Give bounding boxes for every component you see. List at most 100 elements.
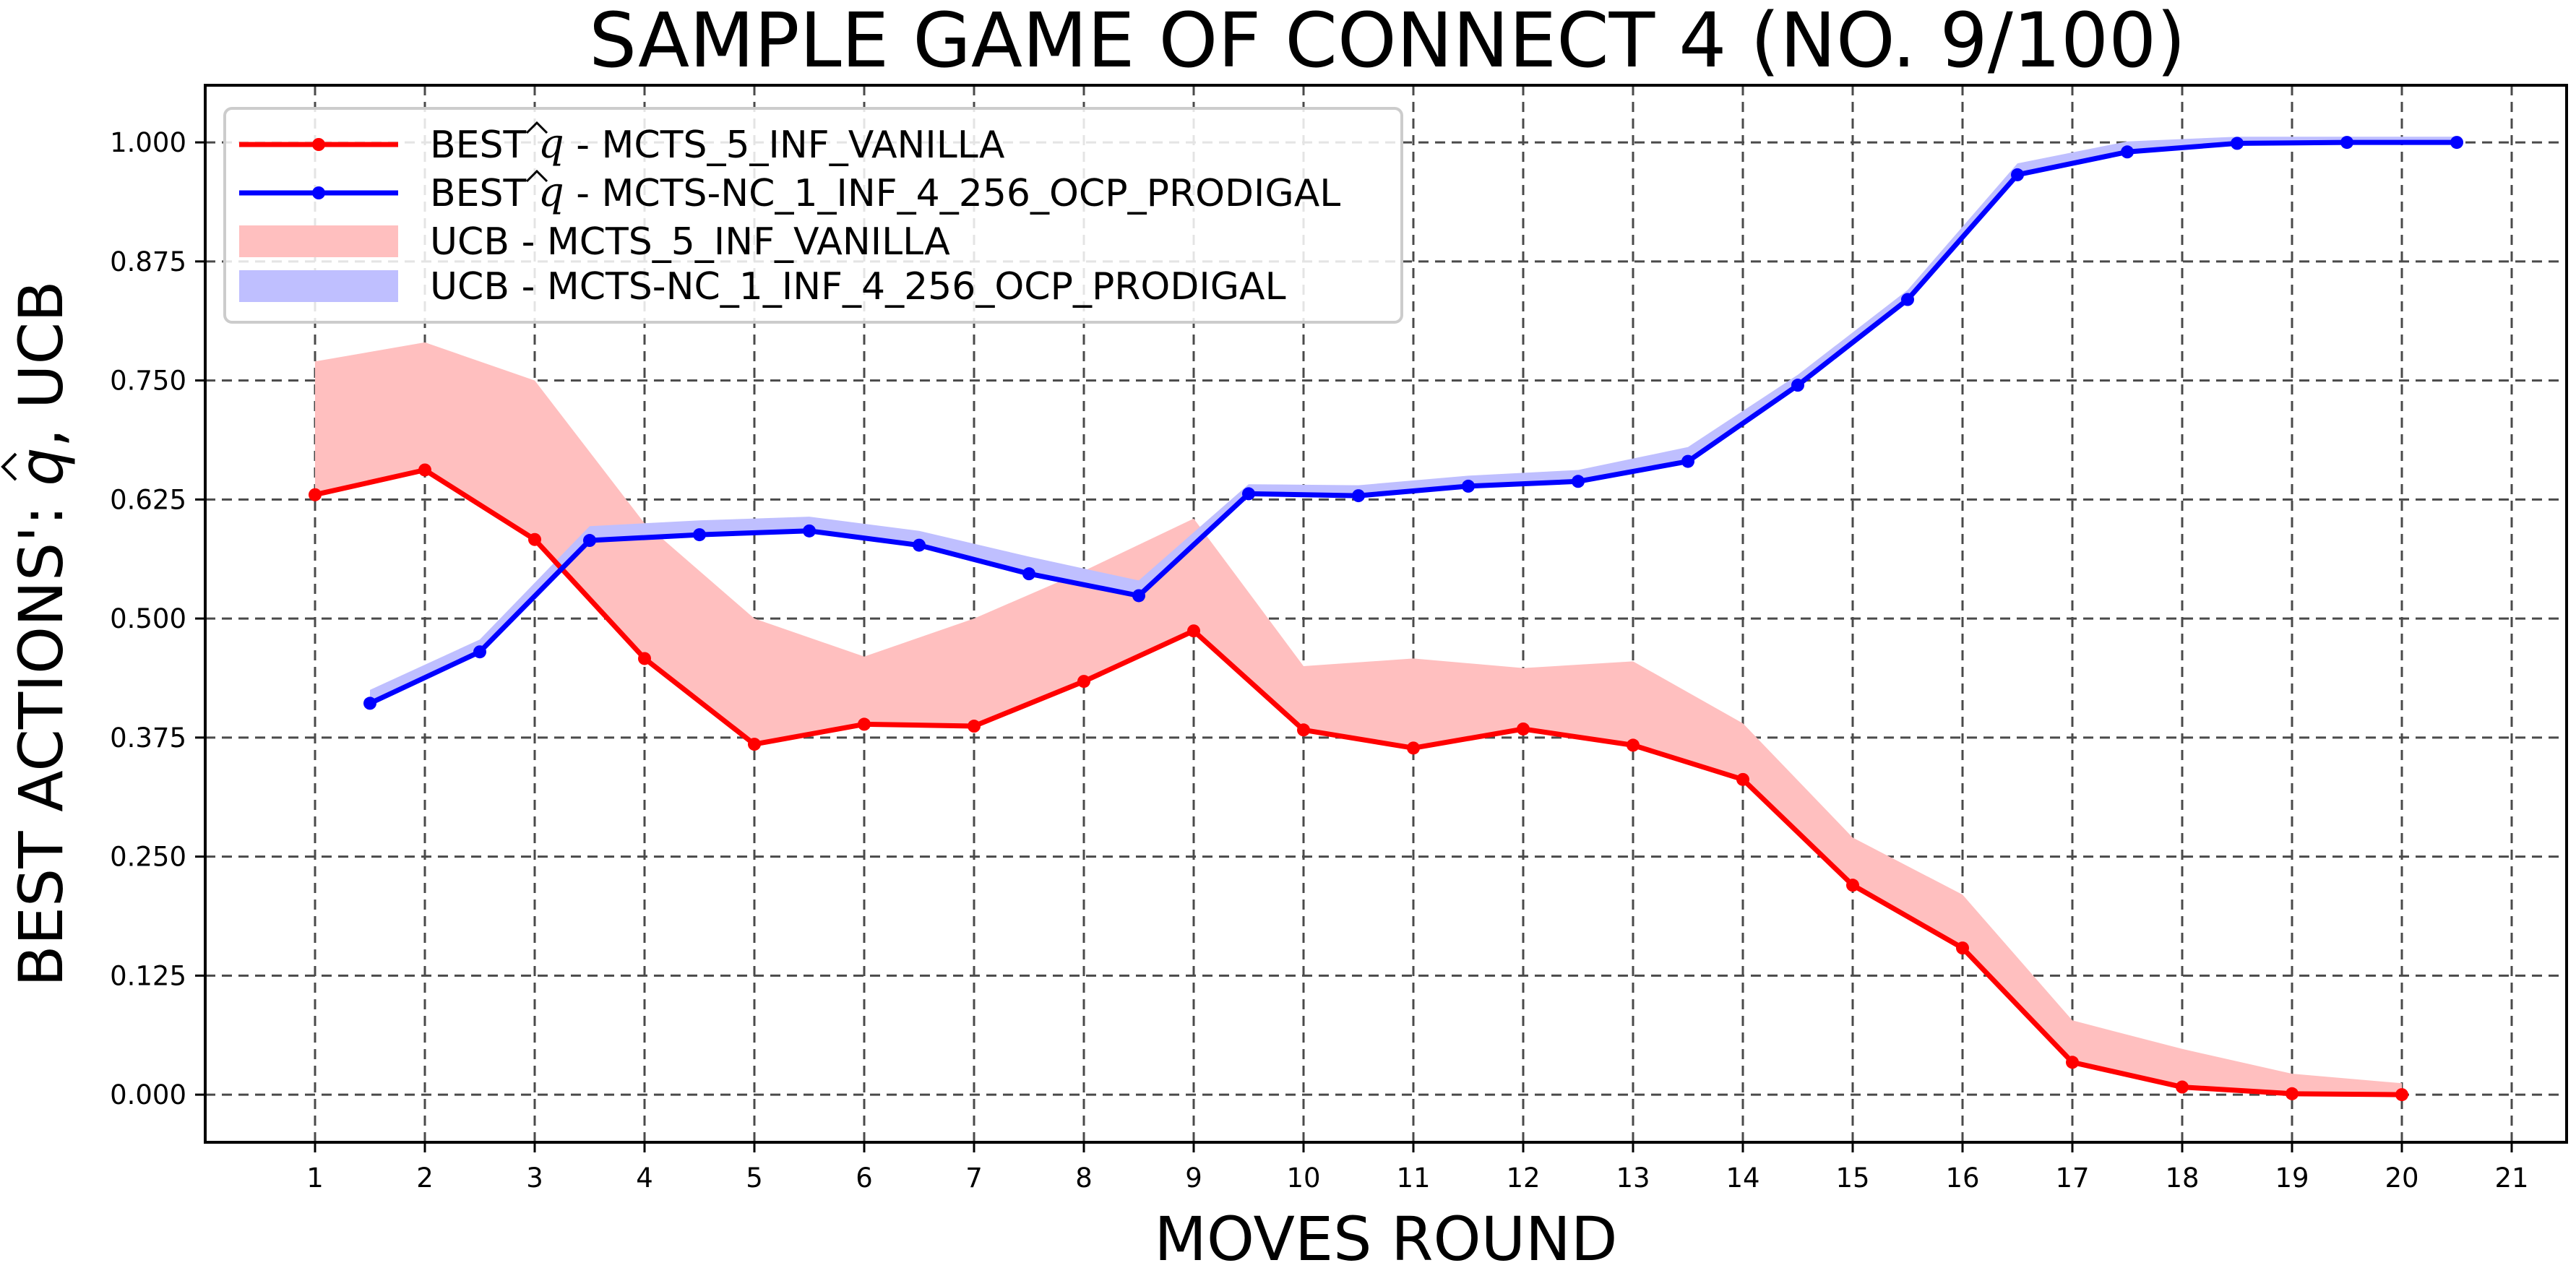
series-line-2 [369, 139, 2457, 706]
legend-hat-glyph [525, 169, 548, 183]
data-point [2121, 145, 2134, 159]
x-tick-label: 13 [1616, 1163, 1650, 1194]
data-point [693, 528, 706, 542]
data-point [1901, 293, 1914, 306]
x-tick-label: 6 [856, 1163, 873, 1194]
x-tick-label: 3 [526, 1163, 543, 1194]
data-point [803, 524, 816, 538]
x-tick-label: 20 [2385, 1163, 2418, 1194]
x-tick-label: 9 [1185, 1163, 1202, 1194]
y-tick-label: 0.625 [110, 484, 186, 515]
x-tick-label: 15 [1835, 1163, 1869, 1194]
data-point [913, 538, 926, 552]
data-point [748, 738, 761, 751]
x-tick-label: 21 [2494, 1163, 2528, 1194]
y-axis-label-suffix: , UCB [6, 280, 77, 447]
data-point [1022, 567, 1035, 581]
legend-hat-glyph [525, 121, 548, 134]
data-point [528, 532, 541, 546]
x-tick-label: 8 [1075, 1163, 1093, 1194]
y-axis-label: BEST ACTIONS': q, UCB [1, 280, 77, 987]
x-tick-label: 4 [636, 1163, 653, 1194]
legend-label: BEST q - MCTS_5_INF_VANILLA [430, 121, 1005, 168]
y-axis-ticks: 0.000 0.125 0.250 0.375 0.500 0.625 0.750 0.875… [110, 127, 205, 1110]
data-point [418, 463, 431, 477]
x-tick-label: 12 [1506, 1163, 1540, 1194]
data-point [968, 720, 981, 733]
series-line-1 [314, 467, 2403, 1097]
series-lines [309, 136, 2463, 1102]
data-point [2450, 136, 2463, 150]
data-point [1187, 624, 1200, 638]
x-tick-label: 10 [1286, 1163, 1320, 1194]
x-tick-label: 16 [1945, 1163, 1979, 1194]
data-point [1736, 772, 1749, 786]
data-point [1681, 454, 1694, 468]
x-tick-label: 7 [965, 1163, 983, 1194]
legend-band-swatch [239, 270, 398, 302]
data-point [2176, 1080, 2189, 1094]
y-axis-hat-glyph [1, 452, 17, 481]
ucb-band-1 [315, 342, 2402, 1095]
x-tick-label: 2 [416, 1163, 434, 1194]
y-tick-label: 0.375 [110, 723, 186, 754]
data-point [2011, 168, 2024, 181]
legend-marker [312, 186, 325, 199]
data-point [1407, 741, 1420, 755]
y-tick-label: 0.500 [110, 603, 186, 634]
x-tick-label: 14 [1726, 1163, 1759, 1194]
data-point [1352, 489, 1365, 503]
y-tick-label: 0.000 [110, 1079, 186, 1110]
y-tick-label: 1.000 [110, 127, 186, 158]
data-point [2286, 1087, 2299, 1100]
x-tick-label: 11 [1396, 1163, 1430, 1194]
plot-frame [204, 84, 2568, 1144]
chart-title: SAMPLE GAME OF CONNECT 4 (NO. 9/100) [589, 0, 2186, 85]
data-point [1572, 475, 1585, 488]
data-point [2231, 137, 2244, 150]
data-point [363, 696, 376, 710]
data-point [1846, 879, 1859, 892]
y-axis-label-symbol: q [6, 447, 77, 486]
data-point [2066, 1056, 2079, 1069]
x-tick-label: 1 [306, 1163, 324, 1194]
data-point [1517, 722, 1530, 736]
data-point [1132, 589, 1145, 603]
data-point [638, 652, 651, 665]
data-point [1791, 379, 1804, 392]
legend-label: UCB - MCTS_5_INF_VANILLA [430, 220, 950, 264]
y-tick-label: 0.250 [110, 842, 186, 873]
data-point [1627, 738, 1640, 752]
data-point [473, 645, 486, 659]
x-tick-label: 19 [2275, 1163, 2309, 1194]
legend-band-swatch [239, 225, 398, 257]
data-point [1297, 723, 1310, 737]
legend-label: UCB - MCTS-NC_1_INF_4_256_OCP_PRODIGAL [430, 265, 1286, 309]
data-point [1956, 941, 1969, 955]
y-tick-label: 0.125 [110, 960, 186, 991]
data-point [1077, 675, 1090, 689]
data-point [309, 488, 322, 501]
legend-label: BEST q - MCTS-NC_1_INF_4_256_OCP_PRODIGA… [430, 169, 1340, 216]
data-point [1242, 487, 1255, 501]
y-tick-label: 0.875 [110, 246, 186, 277]
data-point [2395, 1088, 2408, 1102]
legend-marker [312, 138, 325, 151]
y-tick-label: 0.750 [110, 366, 186, 397]
data-point [1462, 479, 1475, 493]
data-point [583, 534, 596, 548]
svg-text:BEST ACTIONS': q, UCB: BEST ACTIONS': q, UCB [6, 280, 77, 987]
data-point [2340, 136, 2353, 150]
ucb-bands [315, 137, 2457, 1095]
x-tick-label: 5 [746, 1163, 763, 1194]
x-tick-label: 18 [2165, 1163, 2199, 1194]
x-axis-label: MOVES ROUND [1154, 1204, 1617, 1274]
y-axis-label-prefix: BEST ACTIONS': [6, 486, 77, 987]
data-point [858, 717, 871, 731]
legend-box [223, 107, 1403, 324]
x-tick-label: 17 [2055, 1163, 2089, 1194]
x-axis-ticks: 1 2 3 4 5 6 7 8 9 10 11 12 13 14 15 16 17 18 19 20 21 [306, 1142, 2529, 1194]
